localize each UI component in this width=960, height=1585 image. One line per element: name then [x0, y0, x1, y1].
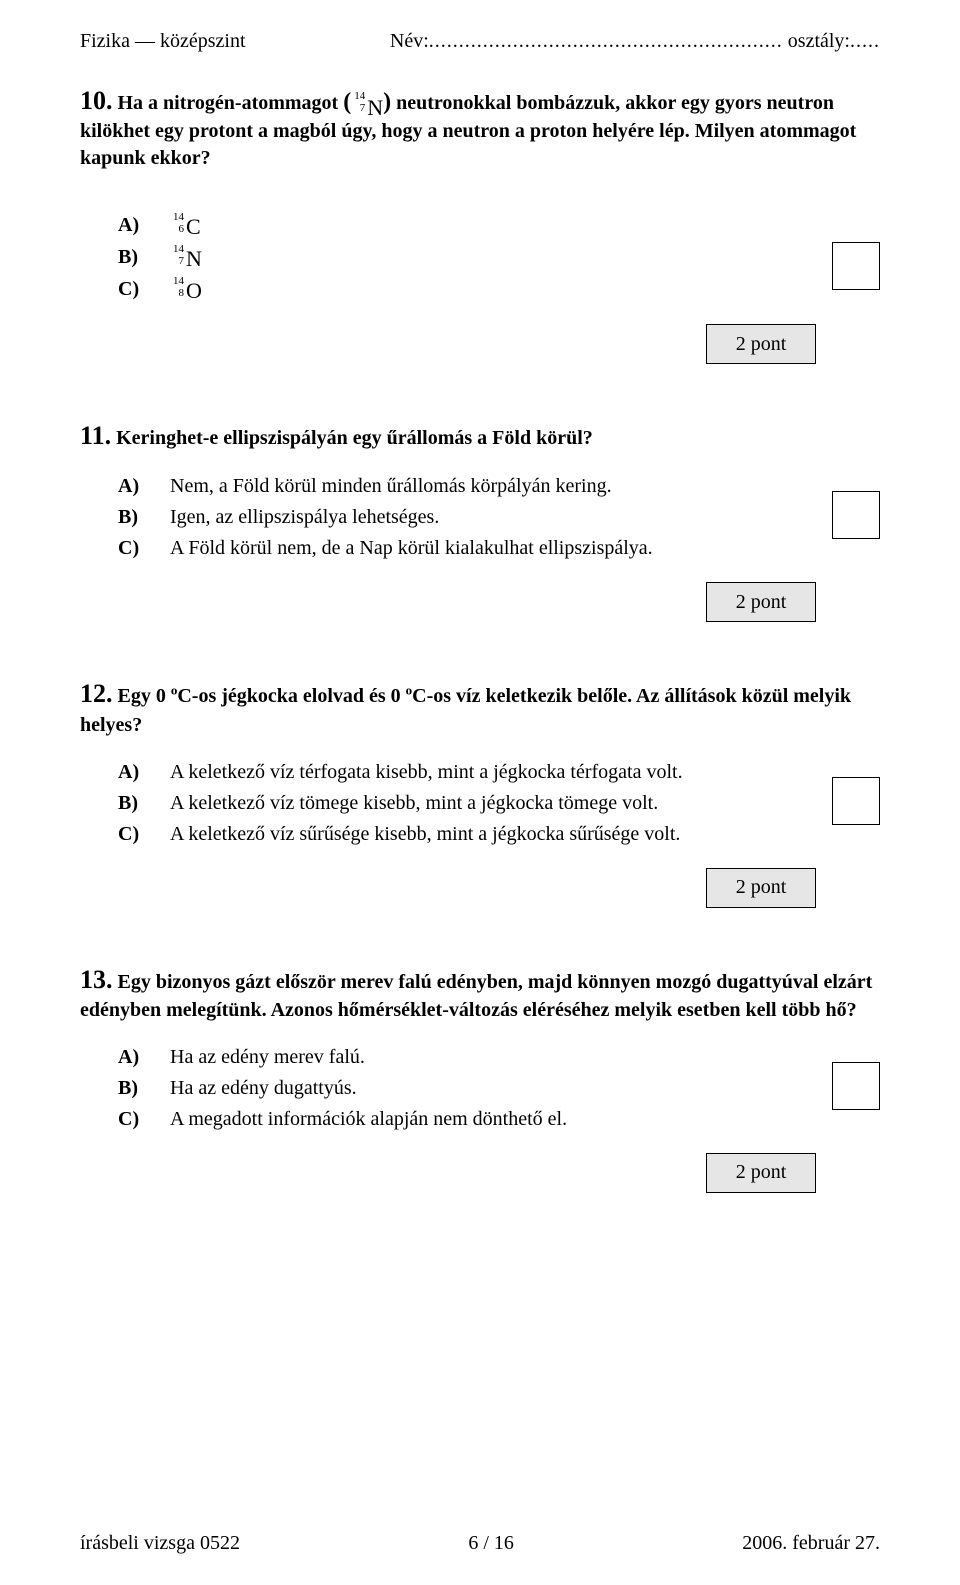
- option-label: C): [118, 1106, 170, 1133]
- option-label: A): [118, 473, 170, 500]
- q13-score-box: 2 pont: [706, 1153, 816, 1193]
- option-text: A keletkező víz térfogata kisebb, mint a…: [170, 759, 880, 786]
- header-subject: Fizika — középszint: [80, 30, 246, 53]
- footer-center: 6 / 16: [468, 1532, 514, 1555]
- q13-text: Egy bizonyos gázt először merev falú edé…: [80, 971, 872, 1021]
- q11-options: A) Nem, a Föld körül minden űrállomás kö…: [118, 473, 880, 562]
- q13-option-b: B) Ha az edény dugattyús.: [118, 1075, 880, 1102]
- option-text: A Föld körül nem, de a Nap körül kialaku…: [170, 535, 880, 562]
- page-header: Fizika — középszint Név:................…: [80, 30, 880, 53]
- q10-paren-close: ): [383, 89, 391, 115]
- option-label: C): [118, 535, 170, 562]
- q12-option-a: A) A keletkező víz térfogata kisebb, min…: [118, 759, 880, 786]
- q10-score-row: 2 pont: [80, 324, 880, 378]
- option-label: B): [118, 504, 170, 531]
- q10-option-a: A) 14 6 C: [118, 212, 880, 240]
- q12-option-c: C) A keletkező víz sűrűsége kisebb, mint…: [118, 821, 880, 848]
- class-dots: .....: [850, 30, 880, 52]
- iso-charge: 6: [170, 222, 184, 237]
- q12-option-b: B) A keletkező víz tömege kisebb, mint a…: [118, 790, 880, 817]
- question-11: 11. Keringhet-e ellipszispályán egy űrál…: [80, 418, 880, 636]
- q12-number: 12.: [80, 679, 113, 708]
- q11-option-c: C) A Föld körül nem, de a Nap körül kial…: [118, 535, 880, 562]
- q11-score-row: 2 pont: [80, 582, 880, 636]
- q12-answer-box[interactable]: [832, 777, 880, 825]
- iso-symbol: N: [186, 246, 202, 271]
- q10-options: A) 14 6 C B) 14 7 N C) 14 8: [118, 212, 880, 304]
- option-text: A keletkező víz tömege kisebb, mint a jé…: [170, 790, 880, 817]
- footer-right: 2006. február 27.: [742, 1532, 880, 1555]
- q11-score-box: 2 pont: [706, 582, 816, 622]
- q10-opt-c-isotope: 14 8 O: [170, 276, 880, 304]
- iso-symbol: O: [186, 278, 202, 303]
- q13-option-c: C) A megadott információk alapján nem dö…: [118, 1106, 880, 1133]
- option-text: Igen, az ellipszispálya lehetséges.: [170, 504, 880, 531]
- name-dots: ........................................…: [429, 30, 783, 52]
- class-label: osztály:: [788, 30, 850, 52]
- option-label: A): [118, 759, 170, 786]
- option-label: C): [118, 276, 170, 303]
- question-12: 12. Egy 0 oC-os jégkocka elolvad és 0 oC…: [80, 676, 880, 921]
- q13-options: A) Ha az edény merev falú. B) Ha az edén…: [118, 1044, 880, 1133]
- q12-p1: Egy 0: [118, 685, 171, 707]
- iso-symbol: C: [186, 214, 201, 239]
- footer-left: írásbeli vizsga 0522: [80, 1532, 240, 1555]
- header-name-class: Név:....................................…: [390, 30, 880, 53]
- q10-paren-open: (: [343, 89, 351, 115]
- q13-score-row: 2 pont: [80, 1153, 880, 1207]
- q10-score-box: 2 pont: [706, 324, 816, 364]
- q11-text: Keringhet-e ellipszispályán egy űrállomá…: [116, 427, 593, 449]
- question-10: 10. Ha a nitrogén-atommagot ( 14 7 N ) n…: [80, 83, 880, 378]
- q10-isotope: 14 7 N: [351, 93, 383, 115]
- option-text: A keletkező víz sűrűsége kisebb, mint a …: [170, 821, 880, 848]
- q10-option-c: C) 14 8 O: [118, 276, 880, 304]
- q13-answer-box[interactable]: [832, 1062, 880, 1110]
- q13-option-a: A) Ha az edény merev falú.: [118, 1044, 880, 1071]
- name-label: Név:: [390, 30, 429, 52]
- question-13: 13. Egy bizonyos gázt először merev falú…: [80, 962, 880, 1207]
- q12-p2: C-os jégkocka elolvad és 0: [177, 685, 405, 707]
- option-text: Ha az edény dugattyús.: [170, 1075, 880, 1102]
- q11-answer-box[interactable]: [832, 491, 880, 539]
- q10-iso-sym: N: [367, 95, 383, 120]
- option-label: B): [118, 790, 170, 817]
- q10-iso-z: 7: [351, 101, 365, 116]
- page-footer: írásbeli vizsga 0522 6 / 16 2006. februá…: [80, 1532, 880, 1555]
- q11-number: 11.: [80, 421, 111, 450]
- q10-opt-a-isotope: 14 6 C: [170, 212, 880, 240]
- q12-text: Egy 0 oC-os jégkocka elolvad és 0 oC-os …: [80, 685, 851, 735]
- option-label: B): [118, 1075, 170, 1102]
- q12-score-row: 2 pont: [80, 868, 880, 922]
- q10-answer-box[interactable]: [832, 242, 880, 290]
- option-text: Ha az edény merev falú.: [170, 1044, 880, 1071]
- q12-options: A) A keletkező víz térfogata kisebb, min…: [118, 759, 880, 848]
- option-text: A megadott információk alapján nem dönth…: [170, 1106, 880, 1133]
- q11-option-a: A) Nem, a Föld körül minden űrállomás kö…: [118, 473, 880, 500]
- option-label: A): [118, 1044, 170, 1071]
- q12-score-box: 2 pont: [706, 868, 816, 908]
- iso-charge: 7: [170, 254, 184, 269]
- q10-number: 10.: [80, 86, 113, 115]
- option-label: C): [118, 821, 170, 848]
- q10-opt-b-isotope: 14 7 N: [170, 244, 880, 272]
- q10-text-before: Ha a nitrogén-atommagot: [118, 92, 344, 114]
- option-text: Nem, a Föld körül minden űrállomás körpá…: [170, 473, 880, 500]
- q11-option-b: B) Igen, az ellipszispálya lehetséges.: [118, 504, 880, 531]
- q13-number: 13.: [80, 965, 113, 994]
- option-label: B): [118, 244, 170, 271]
- q10-option-b: B) 14 7 N: [118, 244, 880, 272]
- option-label: A): [118, 212, 170, 239]
- iso-charge: 8: [170, 286, 184, 301]
